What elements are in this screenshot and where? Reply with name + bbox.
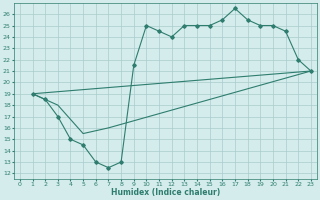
- X-axis label: Humidex (Indice chaleur): Humidex (Indice chaleur): [111, 188, 220, 197]
